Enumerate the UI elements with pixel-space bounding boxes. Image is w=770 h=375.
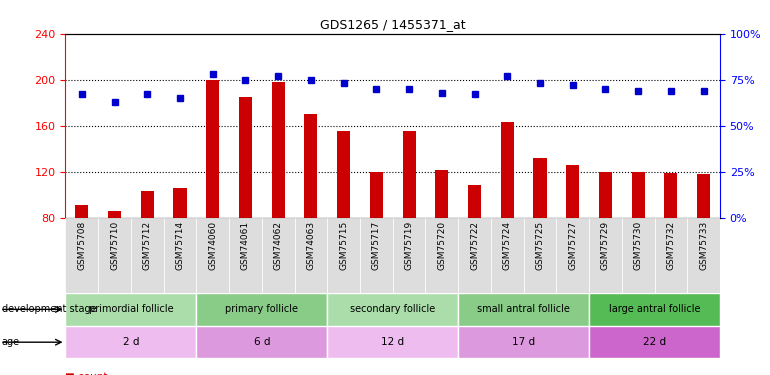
Bar: [99, 217, 131, 292]
Text: GSM75710: GSM75710: [110, 221, 119, 270]
Text: GSM74061: GSM74061: [241, 221, 250, 270]
Text: 6 d: 6 d: [253, 337, 270, 347]
Bar: [500, 122, 514, 218]
Text: GSM75714: GSM75714: [176, 221, 185, 270]
Bar: [337, 131, 350, 218]
Text: GSM75727: GSM75727: [568, 221, 578, 270]
Bar: [294, 217, 327, 292]
Text: GSM75719: GSM75719: [404, 221, 413, 270]
Bar: [239, 97, 252, 218]
Bar: [141, 191, 154, 217]
Bar: [65, 217, 99, 292]
Bar: [131, 217, 163, 292]
Text: primordial follicle: primordial follicle: [89, 304, 173, 314]
Text: GSM75725: GSM75725: [535, 221, 544, 270]
Text: GSM75712: GSM75712: [142, 221, 152, 270]
Bar: [534, 158, 547, 218]
Bar: [425, 217, 458, 292]
Text: GSM75730: GSM75730: [634, 221, 643, 270]
Bar: [196, 326, 327, 358]
Text: GSM75724: GSM75724: [503, 221, 512, 270]
Text: GSM75722: GSM75722: [470, 221, 479, 270]
Bar: [589, 292, 720, 326]
Bar: [458, 292, 589, 326]
Bar: [65, 292, 196, 326]
Bar: [435, 170, 448, 217]
Bar: [566, 165, 579, 218]
Text: GSM75715: GSM75715: [339, 221, 348, 270]
Bar: [468, 185, 481, 218]
Bar: [589, 326, 720, 358]
Bar: [262, 217, 295, 292]
Bar: [654, 217, 688, 292]
Bar: [589, 217, 622, 292]
Text: GSM74062: GSM74062: [273, 221, 283, 270]
Bar: [393, 217, 425, 292]
Text: 2 d: 2 d: [122, 337, 139, 347]
Bar: [75, 205, 89, 218]
Bar: [491, 217, 524, 292]
Text: GSM75732: GSM75732: [666, 221, 675, 270]
Text: development stage: development stage: [2, 304, 96, 314]
Text: large antral follicle: large antral follicle: [609, 304, 700, 314]
Text: primary follicle: primary follicle: [226, 304, 298, 314]
Bar: [196, 292, 327, 326]
Bar: [697, 174, 710, 217]
Bar: [360, 217, 393, 292]
Bar: [272, 82, 285, 218]
Bar: [403, 131, 416, 218]
Bar: [196, 217, 229, 292]
Text: GSM75708: GSM75708: [77, 221, 86, 270]
Text: 12 d: 12 d: [381, 337, 404, 347]
Bar: [458, 326, 589, 358]
Bar: [327, 292, 458, 326]
Text: GSM75717: GSM75717: [372, 221, 381, 270]
Bar: [458, 217, 491, 292]
Bar: [688, 217, 720, 292]
Text: 22 d: 22 d: [643, 337, 666, 347]
Text: GSM75733: GSM75733: [699, 221, 708, 270]
Bar: [631, 172, 644, 217]
Bar: [327, 326, 458, 358]
Bar: [206, 80, 219, 218]
Bar: [665, 173, 678, 217]
Text: GSM74063: GSM74063: [306, 221, 316, 270]
Bar: [327, 217, 360, 292]
Text: ■ count: ■ count: [65, 372, 108, 375]
Bar: [304, 114, 317, 218]
Text: secondary follicle: secondary follicle: [350, 304, 435, 314]
Bar: [556, 217, 589, 292]
Title: GDS1265 / 1455371_at: GDS1265 / 1455371_at: [320, 18, 466, 31]
Text: small antral follicle: small antral follicle: [477, 304, 570, 314]
Bar: [108, 211, 121, 218]
Bar: [163, 217, 196, 292]
Bar: [173, 188, 186, 218]
Text: GSM75720: GSM75720: [437, 221, 447, 270]
Bar: [599, 172, 612, 217]
Text: GSM74060: GSM74060: [208, 221, 217, 270]
Bar: [65, 326, 196, 358]
Bar: [622, 217, 654, 292]
Text: age: age: [2, 337, 20, 347]
Text: GSM75729: GSM75729: [601, 221, 610, 270]
Text: 17 d: 17 d: [512, 337, 535, 347]
Bar: [524, 217, 556, 292]
Bar: [229, 217, 262, 292]
Bar: [370, 172, 383, 217]
